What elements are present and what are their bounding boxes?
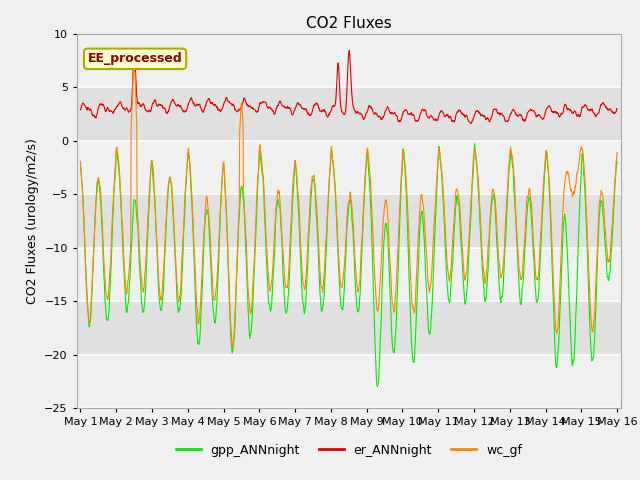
Legend: gpp_ANNnight, er_ANNnight, wc_gf: gpp_ANNnight, er_ANNnight, wc_gf — [171, 439, 527, 462]
Line: gpp_ANNnight: gpp_ANNnight — [81, 144, 617, 387]
er_ANNnight — [131, 47, 138, 53]
er_ANNnight — [503, 118, 511, 123]
er_ANNnight — [550, 109, 558, 115]
gpp_ANNnight — [471, 141, 479, 147]
gpp_ANNnight — [374, 384, 381, 390]
er_ANNnight — [613, 106, 621, 112]
er_ANNnight — [196, 103, 204, 108]
er_ANNnight — [257, 100, 264, 106]
Y-axis label: CO2 Fluxes (urology/m2/s): CO2 Fluxes (urology/m2/s) — [26, 138, 38, 304]
wc_gf — [77, 158, 84, 164]
gpp_ANNnight — [550, 325, 558, 331]
wc_gf — [613, 150, 621, 156]
Bar — [77, 248, 621, 301]
Bar — [77, 87, 621, 141]
Line: er_ANNnight: er_ANNnight — [81, 50, 617, 123]
gpp_ANNnight — [77, 161, 84, 167]
gpp_ANNnight — [433, 196, 440, 202]
Title: CO2 Fluxes: CO2 Fluxes — [306, 16, 392, 31]
Bar — [77, 141, 621, 194]
wc_gf — [503, 197, 511, 203]
wc_gf — [183, 167, 191, 172]
Line: wc_gf: wc_gf — [81, 62, 617, 348]
er_ANNnight — [467, 120, 475, 126]
wc_gf — [433, 179, 440, 184]
er_ANNnight — [433, 117, 440, 123]
gpp_ANNnight — [256, 146, 264, 152]
gpp_ANNnight — [183, 169, 191, 175]
wc_gf — [196, 307, 204, 313]
wc_gf — [229, 345, 237, 350]
Bar — [77, 34, 621, 87]
gpp_ANNnight — [613, 159, 621, 165]
wc_gf — [257, 149, 264, 155]
wc_gf — [131, 60, 138, 65]
Bar — [77, 194, 621, 248]
gpp_ANNnight — [196, 337, 204, 343]
wc_gf — [550, 296, 558, 302]
Bar — [77, 301, 621, 355]
gpp_ANNnight — [503, 209, 511, 215]
er_ANNnight — [183, 106, 191, 111]
er_ANNnight — [77, 107, 84, 113]
Text: EE_processed: EE_processed — [88, 52, 182, 65]
Bar — [77, 355, 621, 408]
